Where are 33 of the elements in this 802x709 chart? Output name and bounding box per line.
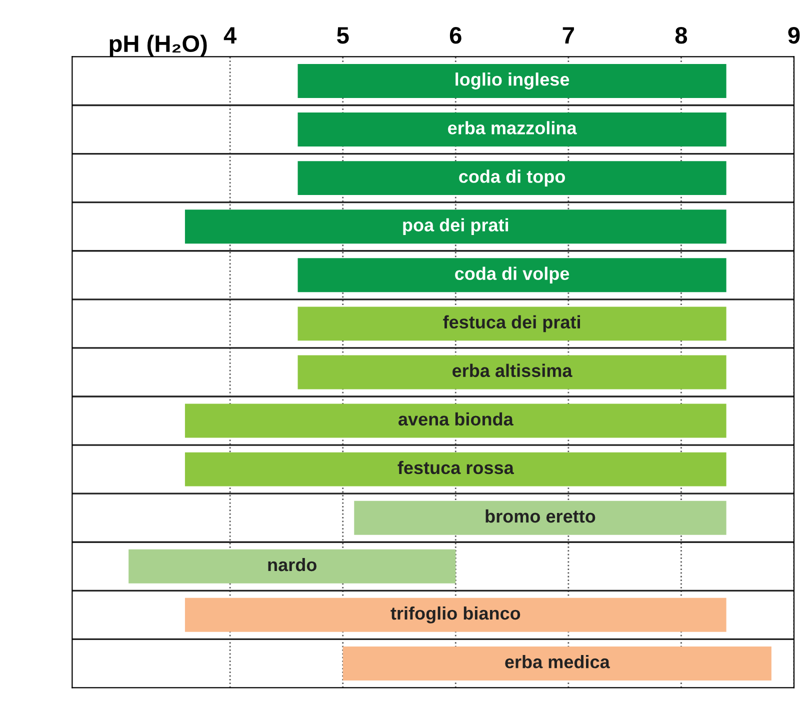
x-tick-label: 9 bbox=[788, 27, 800, 44]
bar bbox=[298, 355, 726, 390]
bar bbox=[298, 161, 726, 196]
x-tick-label: 4 bbox=[224, 27, 237, 44]
y-tick-label: erba mazzolina bbox=[448, 121, 577, 134]
y-tick-label: erba altissima bbox=[452, 364, 572, 378]
y-tick-label: coda di volpe bbox=[455, 266, 570, 284]
x-tick-label: 5 bbox=[337, 27, 349, 44]
bar bbox=[298, 112, 726, 147]
y-tick-label: nardo bbox=[268, 558, 316, 572]
bar bbox=[128, 549, 456, 584]
bar bbox=[184, 598, 726, 632]
x-tick-label: 6 bbox=[450, 27, 462, 44]
y-tick-label: bromo eretto bbox=[486, 509, 596, 523]
bar bbox=[354, 500, 726, 535]
y-tick-label: coda di topo bbox=[459, 170, 565, 186]
x-tick-label: 7 bbox=[562, 27, 574, 44]
y-tick-label: avena bionda bbox=[398, 412, 514, 426]
x-axis-title: pH (H₂O) bbox=[110, 34, 207, 57]
y-tick-label: festuca rossa bbox=[398, 460, 514, 474]
y-tick-label: poa dei prati bbox=[403, 218, 508, 236]
y-tick-label: loglio inglese bbox=[456, 72, 570, 90]
y-tick-label: festuca dei prati bbox=[443, 315, 580, 332]
bar bbox=[298, 258, 726, 292]
x-tick-label: 8 bbox=[675, 27, 688, 44]
bar bbox=[184, 210, 726, 244]
bar bbox=[342, 646, 772, 680]
y-tick-label: erba medica bbox=[505, 655, 610, 668]
bar bbox=[184, 404, 726, 438]
bar bbox=[184, 452, 726, 486]
bar bbox=[298, 306, 726, 341]
bar bbox=[298, 64, 726, 98]
y-tick-label: trifoglio bianco bbox=[390, 606, 520, 624]
